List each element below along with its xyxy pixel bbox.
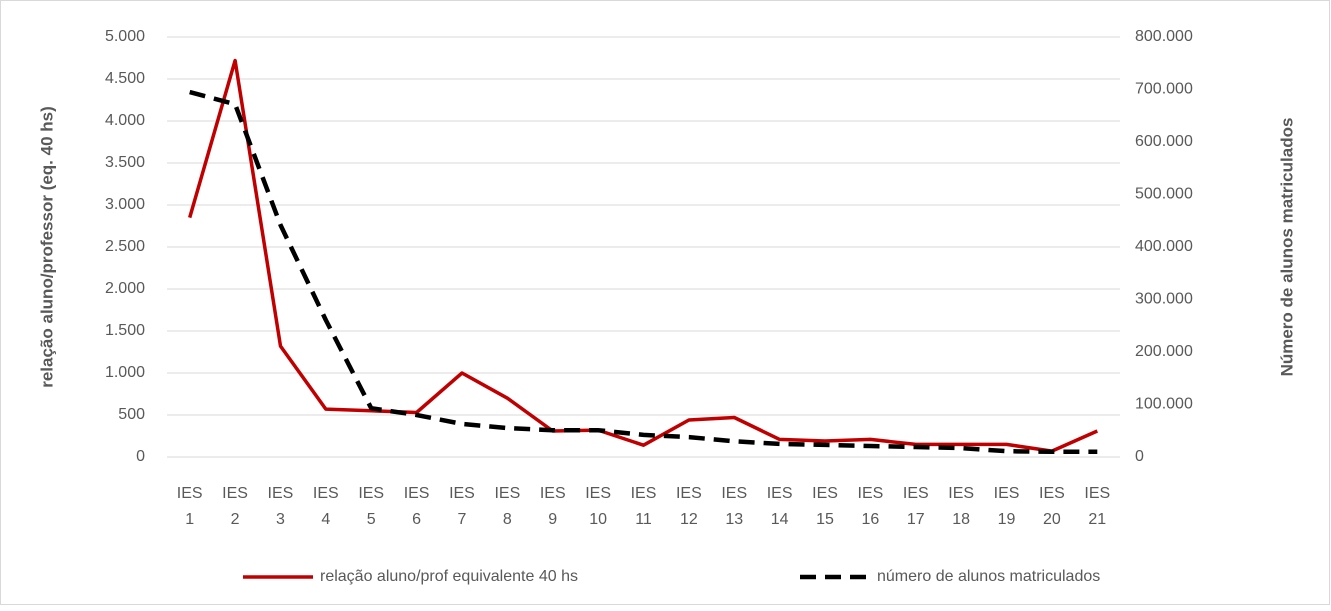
x-tick-label: IES 17 bbox=[903, 485, 929, 528]
y-tick-label: 4.000 bbox=[105, 112, 145, 129]
y-axis-label: relação aluno/professor (eq. 40 hs) bbox=[37, 106, 56, 388]
x-tick-label: IES 5 bbox=[358, 485, 384, 528]
y2-tick-label: 400.000 bbox=[1135, 238, 1193, 255]
x-tick-label: IES 20 bbox=[1039, 485, 1065, 528]
y2-tick-label: 700.000 bbox=[1135, 81, 1193, 98]
y-tick-label: 3.000 bbox=[105, 196, 145, 213]
legend-label: relação aluno/prof equivalente 40 hs bbox=[320, 568, 578, 585]
x-tick-label: IES 21 bbox=[1084, 485, 1110, 528]
x-tick-label: IES 2 bbox=[222, 485, 248, 528]
data-line bbox=[188, 58, 1099, 453]
x-tick-label: IES 4 bbox=[313, 485, 339, 528]
y2-tick-label: 200.000 bbox=[1135, 343, 1193, 360]
x-tick-label: IES 19 bbox=[994, 485, 1020, 528]
x-tick-label: IES 3 bbox=[268, 485, 294, 528]
y2-tick-label: 800.000 bbox=[1135, 28, 1193, 45]
y-tick-label: 1.500 bbox=[105, 322, 145, 339]
y-tick-label: 2.500 bbox=[105, 238, 145, 255]
x-tick-label: IES 14 bbox=[767, 485, 793, 528]
y-tick-label: 4.500 bbox=[105, 70, 145, 87]
data-line bbox=[189, 89, 1098, 455]
x-tick-label: IES 12 bbox=[676, 485, 702, 528]
legend-label: número de alunos matriculados bbox=[877, 568, 1100, 585]
y-tick-label: 1.000 bbox=[105, 364, 145, 381]
y2-tick-label: 0 bbox=[1135, 448, 1144, 465]
y-tick-label: 500 bbox=[118, 406, 145, 423]
x-tick-label: IES 15 bbox=[812, 485, 838, 528]
y2-axis-label: Número de alunos matriculados bbox=[1277, 118, 1296, 377]
x-tick-label: IES 1 bbox=[177, 485, 203, 528]
x-tick-label: IES 16 bbox=[858, 485, 884, 528]
x-tick-label: IES 7 bbox=[449, 485, 475, 528]
y-tick-label: 0 bbox=[136, 448, 145, 465]
y-tick-label: 3.500 bbox=[105, 154, 145, 171]
x-tick-label: IES 6 bbox=[404, 485, 430, 528]
y2-tick-label: 600.000 bbox=[1135, 133, 1193, 150]
x-tick-label: IES 11 bbox=[631, 485, 657, 528]
x-tick-label: IES 10 bbox=[585, 485, 611, 528]
x-tick-label: IES 18 bbox=[948, 485, 974, 528]
y2-tick-label: 500.000 bbox=[1135, 186, 1193, 203]
y-tick-label: 5.000 bbox=[105, 28, 145, 45]
y-tick-label: 2.000 bbox=[105, 280, 145, 297]
y2-tick-label: 300.000 bbox=[1135, 291, 1193, 308]
x-tick-label: IES 13 bbox=[721, 485, 747, 528]
y2-tick-label: 100.000 bbox=[1135, 396, 1193, 413]
x-tick-label: IES 8 bbox=[494, 485, 520, 528]
x-tick-label: IES 9 bbox=[540, 485, 566, 528]
